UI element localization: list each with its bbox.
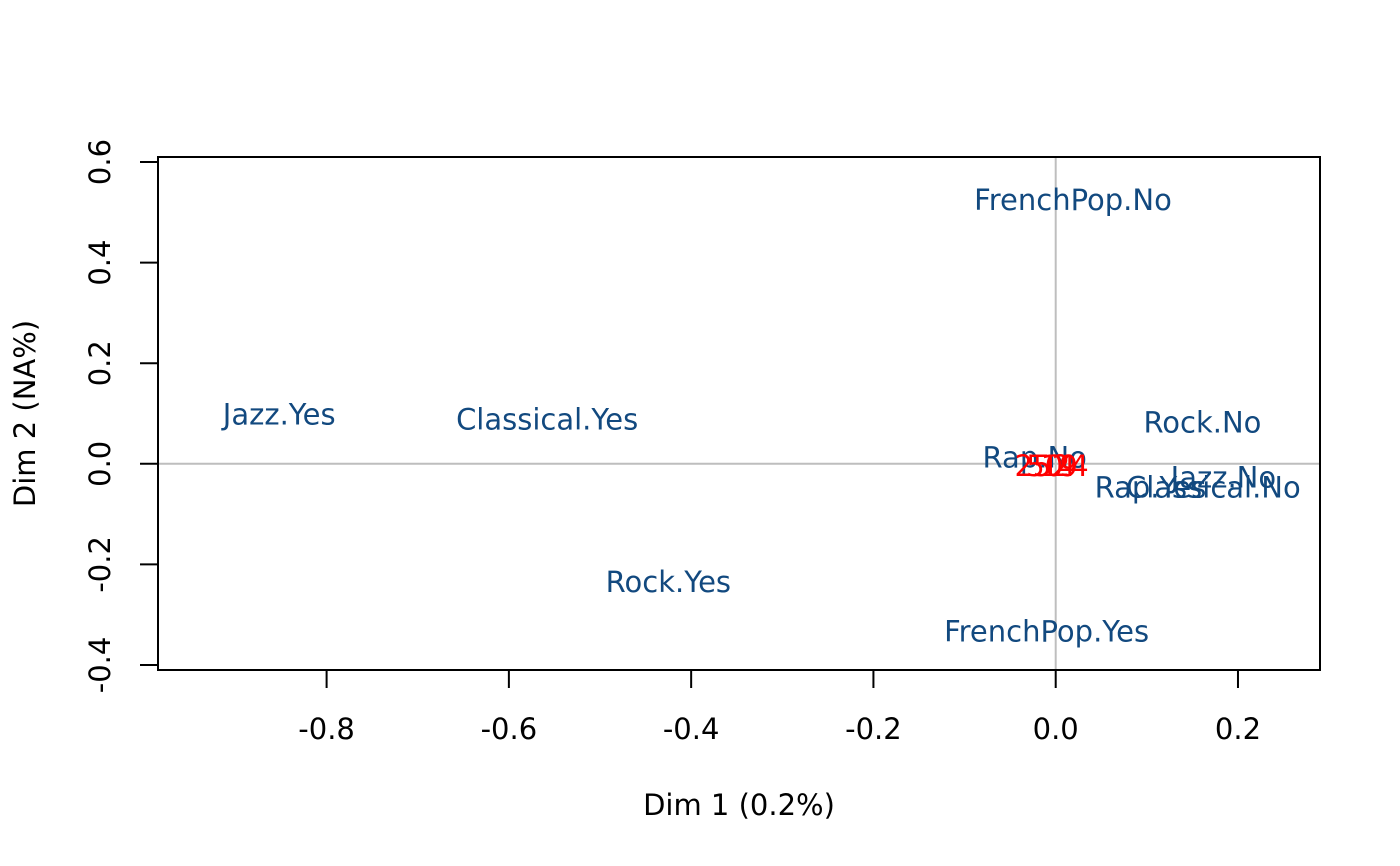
category-point-label: FrenchPop.No — [974, 183, 1172, 217]
individual-point-label: 4 — [1057, 449, 1075, 483]
y-tick-label: 0.4 — [83, 240, 117, 286]
y-axis: -0.4 -0.2 0.0 0.2 0.4 0.6 — [83, 139, 159, 694]
category-point-label: Classical.Yes — [456, 403, 638, 437]
x-tick-label: -0.2 — [845, 712, 902, 746]
y-tick-label: -0.2 — [83, 536, 117, 593]
y-tick-label: 0.2 — [83, 340, 117, 386]
category-point-label: Rap.Yes — [1095, 470, 1207, 504]
category-point-label: Jazz.No — [1169, 460, 1276, 494]
y-tick-label: 0.6 — [83, 139, 117, 185]
category-point-label: Rock.Yes — [606, 565, 731, 599]
category-point-label: Rock.No — [1143, 406, 1261, 440]
x-tick-label: -0.8 — [298, 712, 355, 746]
reference-lines — [158, 157, 1320, 670]
category-point-label: Jazz.Yes — [221, 398, 336, 432]
y-tick-label: 0.0 — [83, 441, 117, 487]
x-tick-label: -0.4 — [663, 712, 720, 746]
x-axis-title: Dim 1 (0.2%) — [643, 788, 835, 822]
y-tick-label: -0.4 — [83, 637, 117, 694]
x-axis: -0.8 -0.6 -0.4 -0.2 0.0 0.2 — [298, 669, 1261, 746]
category-point-label: Rap.No — [983, 440, 1087, 474]
category-point-label: FrenchPop.Yes — [944, 614, 1149, 648]
individual-point-label: 24 — [1052, 449, 1089, 483]
category-point-label: Classical.No — [1126, 470, 1301, 504]
x-tick-label: -0.6 — [481, 712, 538, 746]
individual-point-label: 50 — [1026, 449, 1063, 483]
x-tick-label: 0.2 — [1215, 712, 1261, 746]
individual-point-label: 25 — [1014, 449, 1051, 483]
point-labels: FrenchPop.No Jazz.Yes Classical.Yes Rock.No… — [221, 183, 1301, 649]
y-axis-title: Dim 2 (NA%) — [8, 320, 42, 507]
x-tick-label: 0.0 — [1033, 712, 1079, 746]
individual-point-label: 19 — [1041, 449, 1078, 483]
